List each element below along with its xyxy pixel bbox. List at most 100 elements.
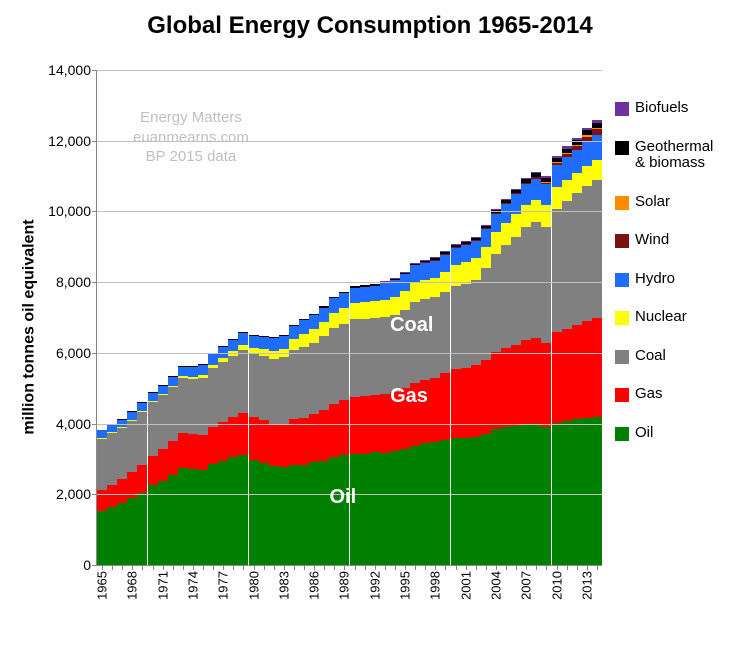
bar-segment-oil	[148, 485, 158, 565]
bar-segment-oil	[592, 417, 602, 566]
bar-segment-nuclear	[350, 303, 360, 319]
bar-segment-nuclear	[339, 308, 349, 324]
bar-segment-nuclear	[501, 223, 511, 245]
bar-segment-oil	[188, 469, 198, 565]
legend-item-nuclear: Nuclear	[615, 309, 735, 326]
bar-segment-nuclear	[218, 358, 228, 362]
bar-segment-gas	[208, 427, 218, 464]
bar-segment-gas	[269, 424, 279, 467]
bar-segment-hydro	[279, 335, 289, 348]
bar-segment-hydro	[360, 287, 370, 303]
bar-segment-hydro	[168, 376, 178, 386]
x-tick-mark	[496, 565, 497, 570]
bar-segment-nuclear	[380, 300, 390, 318]
bar-segment-geothermal_biomass	[430, 257, 440, 259]
bar-segment-gas	[360, 396, 370, 454]
x-tick-label: 2001	[458, 571, 473, 600]
bar-segment-oil	[360, 454, 370, 565]
bar-segment-hydro	[339, 293, 349, 308]
x-tick-label: 2007	[519, 571, 534, 600]
bar-segment-coal	[319, 336, 329, 410]
x-tick-mark	[435, 565, 436, 570]
bar-segment-geothermal_biomass	[309, 314, 319, 315]
bar-segment-hydro	[471, 240, 481, 258]
x-tick-label: 1989	[337, 571, 352, 600]
bar-segment-oil	[400, 449, 410, 565]
bar-segment-hydro	[501, 203, 511, 222]
bar-segment-nuclear	[521, 205, 531, 227]
x-tick-mark	[203, 565, 204, 570]
legend-item-coal: Coal	[615, 348, 735, 365]
bar-segment-gas	[440, 373, 450, 439]
bar-segment-oil	[511, 426, 521, 565]
bar-segment-geothermal_biomass	[400, 272, 410, 274]
bar-segment-wind	[521, 183, 531, 184]
bar-segment-coal	[249, 354, 259, 418]
bar-segment-nuclear	[158, 394, 168, 395]
bar-segment-nuclear	[208, 365, 218, 369]
bar-segment-geothermal_biomass	[259, 336, 269, 337]
x-tick-label: 2004	[488, 571, 503, 600]
bar-segment-geothermal_biomass	[249, 335, 259, 336]
bar-segment-nuclear	[541, 205, 551, 227]
bar-segment-hydro	[440, 254, 450, 272]
bar-segment-gas	[531, 338, 541, 424]
legend-swatch	[615, 234, 629, 248]
grid-line	[97, 211, 602, 212]
bar-segment-hydro	[430, 260, 440, 278]
y-tick-label: 0	[83, 557, 97, 573]
bar-segment-coal	[592, 180, 602, 317]
legend-label: Hydro	[635, 271, 675, 288]
bar-segment-oil	[289, 465, 299, 565]
bar-segment-oil	[440, 440, 450, 565]
bar-segment-gas	[592, 318, 602, 417]
bar-segment-coal	[107, 432, 117, 484]
bar-segment-solar	[572, 145, 582, 146]
bar-segment-gas	[117, 479, 127, 503]
legend-swatch	[615, 350, 629, 364]
bar-segment-geothermal_biomass	[289, 325, 299, 326]
grid-line	[97, 424, 602, 425]
x-tick-label: 1980	[246, 571, 261, 600]
y-tick-label: 12,000	[48, 133, 97, 149]
x-tick-mark	[486, 565, 487, 570]
x-tick-mark	[304, 565, 305, 570]
x-tick-mark	[102, 565, 103, 570]
bar-segment-hydro	[329, 298, 339, 313]
bar-segment-nuclear	[400, 291, 410, 310]
x-tick-mark	[243, 565, 244, 570]
x-tick-mark	[355, 565, 356, 570]
inline-label-oil: Oil	[330, 486, 357, 509]
bar-segment-oil	[127, 498, 137, 565]
bar-segment-wind	[541, 182, 551, 184]
bar-segment-coal	[572, 193, 582, 325]
bar-segment-coal	[329, 328, 339, 404]
bar-segment-wind	[511, 193, 521, 194]
bar-segment-oil	[461, 438, 471, 565]
legend-label: Gas	[635, 386, 663, 403]
bar-segment-biofuels	[511, 189, 521, 190]
bar-segment-gas	[97, 490, 107, 511]
bar-segment-oil	[238, 455, 248, 565]
bar-segment-coal	[491, 254, 501, 352]
bar-segment-gas	[168, 441, 178, 474]
x-tick-mark	[264, 565, 265, 570]
legend-swatch	[615, 102, 629, 116]
bar-segment-coal	[178, 378, 188, 433]
bar-segment-oil	[410, 446, 420, 565]
x-tick-mark	[395, 565, 396, 570]
bar-segment-wind	[501, 203, 511, 204]
bar-segment-biofuels	[582, 128, 592, 130]
bar-segment-oil	[420, 443, 430, 565]
bar-segment-nuclear	[592, 160, 602, 180]
bar-segment-nuclear	[582, 166, 592, 186]
bar-segment-geothermal_biomass	[511, 190, 521, 193]
x-tick-mark	[314, 565, 315, 570]
y-tick-label: 14,000	[48, 62, 97, 78]
y-tick-label: 10,000	[48, 203, 97, 219]
bar-segment-coal	[279, 357, 289, 423]
x-tick-mark	[445, 565, 446, 570]
bar-segment-coal	[137, 411, 147, 465]
bar-segment-oil	[319, 461, 329, 565]
bar-segment-nuclear	[238, 345, 248, 350]
